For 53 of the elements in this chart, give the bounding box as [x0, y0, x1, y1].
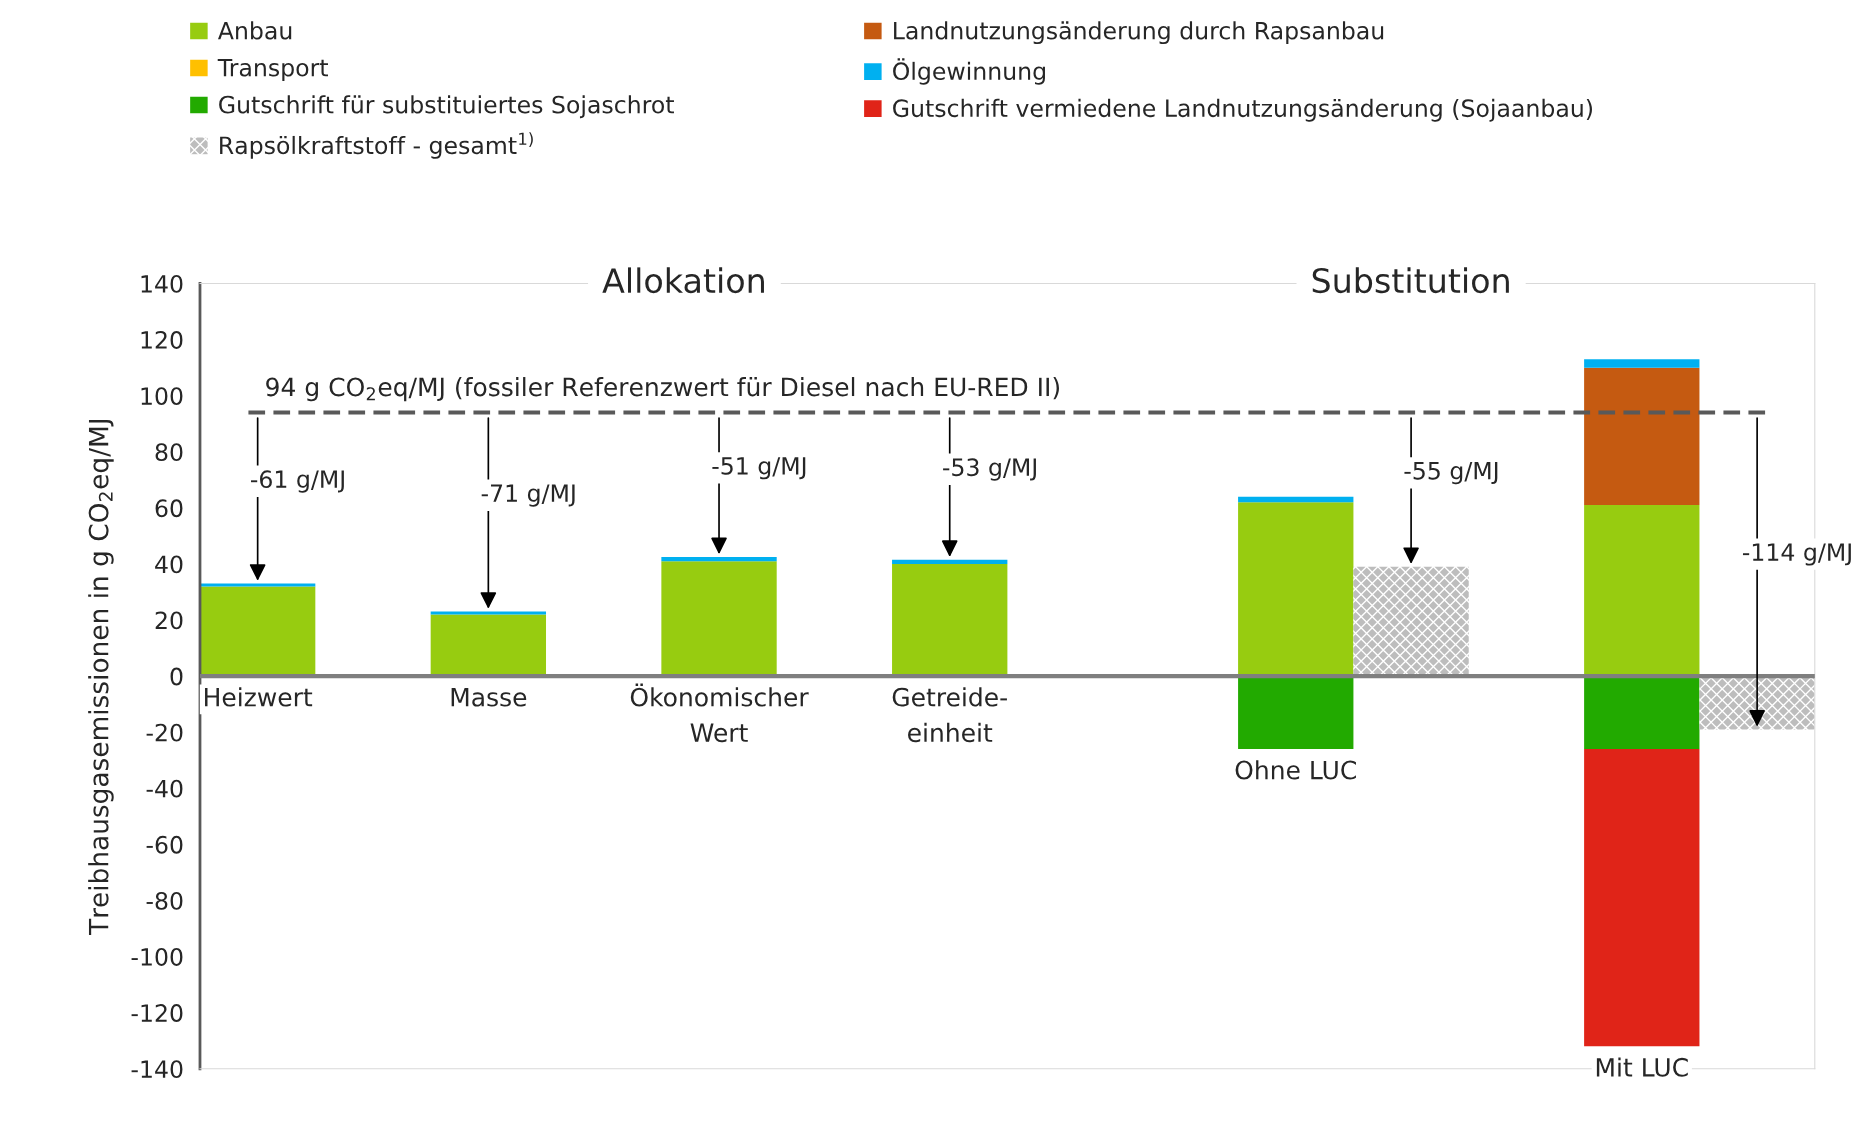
bar — [1353, 566, 1469, 677]
x-tick-label: Mit LUC — [1596, 1057, 1688, 1077]
y-tick-label: 20 — [155, 611, 183, 630]
y-tick-label: -140 — [131, 1060, 183, 1079]
bar — [1584, 359, 1700, 368]
y-tick-label: -120 — [131, 1004, 183, 1022]
y-tick-label: -100 — [131, 948, 183, 966]
y-tick-label: 80 — [155, 443, 183, 462]
ref-line-label: 94 g CO$_{2}$eq/MJ (fossiler Referenzwert für Diesel nach EU-RED II) — [266, 377, 1059, 402]
x-tick-label: Heizwert — [205, 687, 313, 707]
legend-label: Landnutzungsänderung durch Rapsanbau — [894, 21, 1384, 45]
annotation: Allokation — [602, 267, 764, 294]
y-tick-label: 120 — [141, 331, 183, 349]
legend-label: Gutschrift vermiedene Landnutzungsänderung (Sojaanbau) — [893, 98, 1592, 122]
annotation: -61 g/MJ — [251, 470, 344, 493]
y-tick-label: -20 — [146, 723, 183, 742]
bar — [1584, 749, 1700, 1047]
y-tick-label: 60 — [155, 499, 183, 518]
y-axis-title: Treibhausgasemissionen in g CO$_{2}$eq/MJ — [88, 420, 114, 936]
bar — [661, 556, 777, 562]
legend-label: Rapsölkraftstoff - gesamt$^{1)}$ — [220, 132, 533, 159]
bar — [892, 559, 1008, 564]
y-tick-label: 40 — [155, 555, 183, 574]
annotation: -55 g/MJ — [1404, 462, 1498, 485]
y-tick-label: -80 — [146, 891, 183, 910]
bar — [1584, 676, 1700, 750]
bar — [661, 561, 777, 677]
y-tick-label: 0 — [170, 667, 183, 686]
bar — [892, 563, 1008, 677]
annotation: -114 g/MJ — [1742, 543, 1851, 566]
x-tick-label: Ökonomischer Wert — [630, 683, 809, 743]
bar — [1699, 676, 1815, 730]
annotation: -53 g/MJ — [943, 458, 1036, 481]
bar — [199, 586, 316, 677]
x-tick-label: Masse — [451, 688, 527, 707]
annotation: -71 g/MJ — [481, 484, 575, 507]
bar — [1238, 502, 1354, 677]
annotation: -51 g/MJ — [712, 457, 806, 480]
legend-label: Gutschrift für substituiertes Sojaschrot — [219, 95, 674, 119]
legend-label: Transport — [217, 58, 329, 82]
y-tick-label: 140 — [141, 274, 183, 293]
bar — [1584, 505, 1700, 677]
y-tick-label: -40 — [146, 779, 183, 798]
legend-label: Ölgewinnung — [893, 58, 1045, 85]
bar — [1584, 367, 1700, 506]
bar — [1238, 676, 1354, 750]
annotation: Substitution — [1312, 267, 1509, 294]
x-tick-label: Getreide- einheit — [892, 687, 1007, 743]
legend-label: Anbau — [217, 21, 292, 40]
y-tick-label: 100 — [141, 387, 183, 405]
x-tick-label: Ohne LUC — [1235, 760, 1356, 780]
bar — [430, 614, 547, 677]
y-tick-label: -60 — [146, 835, 183, 854]
